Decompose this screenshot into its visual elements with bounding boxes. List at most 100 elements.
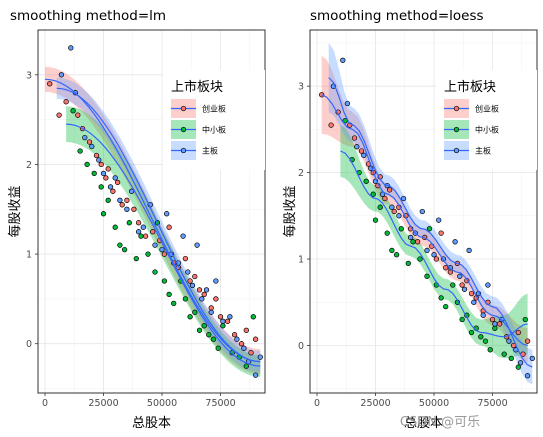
data-point-series-0 [459, 282, 465, 288]
legend-key-point-0 [180, 105, 187, 112]
data-point-series-1 [438, 295, 444, 301]
data-point-series-0 [75, 112, 81, 118]
data-point-series-2 [419, 208, 425, 215]
data-point-series-0 [114, 179, 121, 186]
chart-title: smoothing method=lm [10, 8, 166, 24]
data-point-series-0 [56, 112, 62, 118]
legend-background [436, 70, 537, 170]
data-point-series-1 [210, 336, 217, 342]
y-tick-label: 0 [298, 341, 304, 352]
data-point-series-0 [382, 195, 388, 202]
data-point-series-2 [194, 242, 200, 248]
data-point-series-1 [121, 246, 128, 253]
data-point-series-2 [466, 247, 472, 254]
data-point-series-2 [431, 252, 437, 258]
x-tick-label: 75000 [205, 398, 235, 409]
legend-label-0: 创业板 [202, 104, 226, 114]
data-point-series-1 [377, 204, 383, 210]
data-point-series-1 [206, 332, 212, 338]
data-point-series-2 [400, 195, 407, 202]
data-point-series-0 [196, 287, 203, 293]
data-point-series-2 [203, 287, 210, 293]
watermark-text: CSDN @可乐 [400, 415, 480, 430]
y-tick-label: 1 [298, 255, 304, 266]
data-point-series-2 [452, 239, 458, 245]
x-axis-label: 总股本 [132, 416, 171, 431]
data-point-series-1 [393, 252, 400, 258]
plot-content [44, 45, 263, 378]
data-point-series-0 [63, 99, 69, 105]
data-point-series-2 [117, 197, 123, 203]
data-point-series-2 [436, 217, 442, 223]
legend-label-2: 主板 [475, 146, 491, 156]
data-point-series-1 [187, 314, 193, 320]
confidence-band-- [328, 43, 533, 385]
data-point-series-2 [252, 372, 259, 378]
data-point-series-1 [161, 278, 168, 284]
data-point-series-0 [489, 316, 496, 323]
data-point-series-0 [231, 332, 238, 338]
data-point-series-2 [529, 355, 535, 362]
data-point-series-1 [133, 255, 139, 262]
data-point-series-0 [142, 233, 149, 239]
x-tick-label: 50000 [147, 398, 177, 409]
data-point-series-0 [47, 81, 53, 87]
data-point-series-1 [482, 338, 489, 344]
data-point-series-1 [77, 148, 83, 154]
legend-label-1: 中小板 [475, 125, 499, 135]
data-point-series-1 [100, 211, 107, 217]
data-point-series-0 [86, 139, 93, 145]
fit-line-- [321, 94, 528, 347]
legend-key-point-2 [453, 147, 460, 154]
data-point-series-1 [384, 230, 390, 236]
legend-label-2: 主板 [202, 146, 218, 156]
data-point-series-0 [182, 255, 189, 262]
x-tick-label: 0 [42, 398, 48, 409]
data-point-series-0 [358, 148, 365, 154]
data-point-series-2 [107, 184, 114, 190]
data-point-series-1 [126, 220, 132, 226]
data-point-series-0 [328, 122, 334, 128]
data-point-series-1 [487, 347, 493, 353]
data-point-series-0 [119, 202, 125, 208]
data-point-series-2 [68, 45, 74, 51]
data-point-series-1 [363, 178, 369, 184]
data-point-series-1 [405, 260, 411, 267]
data-point-series-0 [192, 273, 198, 280]
data-point-series-2 [396, 213, 402, 219]
data-point-series-2 [471, 299, 477, 305]
data-point-series-1 [182, 296, 189, 302]
data-point-series-0 [248, 350, 254, 356]
data-point-series-0 [238, 341, 245, 347]
data-point-series-2 [124, 206, 130, 212]
data-point-series-1 [70, 108, 76, 114]
data-point-series-1 [192, 309, 198, 315]
y-tick-label: 3 [298, 82, 304, 93]
data-point-series-2 [424, 247, 430, 254]
data-point-series-0 [443, 265, 449, 271]
x-axis-label: 总股本 [404, 416, 443, 431]
data-point-series-0 [391, 208, 397, 215]
data-point-series-2 [492, 321, 498, 327]
data-point-series-0 [217, 314, 224, 320]
y-tick-label: 0 [26, 339, 32, 350]
data-point-series-0 [208, 305, 214, 311]
data-point-series-2 [241, 345, 247, 351]
x-tick-label: 25000 [360, 398, 390, 409]
data-point-series-0 [252, 336, 259, 342]
panel-border [309, 29, 538, 394]
data-point-series-1 [250, 314, 256, 320]
data-point-series-0 [150, 229, 156, 235]
data-point-series-2 [354, 144, 360, 150]
data-point-series-1 [117, 242, 123, 248]
x-tick-label: 25000 [88, 398, 118, 409]
legend-key-point-1 [180, 126, 187, 133]
fit-line-- [56, 87, 261, 363]
legend-title: 上市板块 [171, 79, 223, 95]
data-point-series-1 [112, 224, 118, 230]
data-point-series-0 [124, 197, 130, 203]
data-point-series-1 [98, 184, 104, 190]
